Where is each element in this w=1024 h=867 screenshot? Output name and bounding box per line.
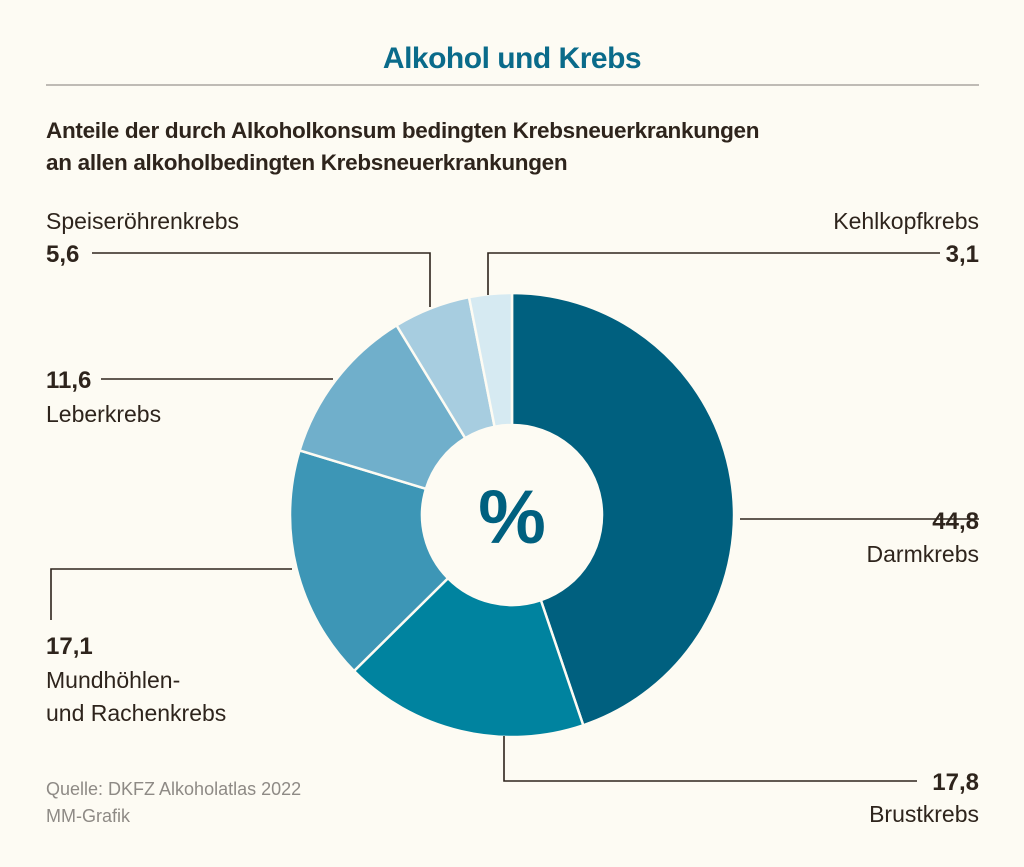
donut-slices (288, 291, 736, 739)
label-mundhoehlen-name-line1: Mundhöhlen- (46, 667, 180, 693)
label-mundhoehlen-name-line2: und Rachenkrebs (46, 700, 226, 726)
chart-title: Alkohol und Krebs (383, 42, 641, 75)
label-speiseroehrenkrebs-value: 5,6 (46, 241, 79, 268)
pie-slice-leberkrebs (298, 324, 467, 491)
leader-line-kehlkopfkrebs (487, 252, 940, 295)
pie-slice-kehlkopfkrebs (467, 291, 514, 428)
label-leberkrebs-name: Leberkrebs (46, 401, 161, 427)
label-speiseroehrenkrebs-name: Speiseröhrenkrebs (46, 208, 239, 234)
chart-subtitle-line2: an allen alkoholbedingten Krebsneuerkran… (46, 150, 567, 175)
label-darmkrebs-name: Darmkrebs (867, 541, 979, 567)
label-leberkrebs-value: 11,6 (46, 367, 91, 394)
label-brustkrebs-name: Brustkrebs (869, 801, 979, 827)
label-kehlkopfkrebs-name: Kehlkopfkrebs (833, 208, 979, 234)
label-brustkrebs-value: 17,8 (932, 769, 979, 796)
chart-subtitle-line1: Anteile der durch Alkoholkonsum bedingte… (46, 118, 759, 143)
center-percent-label: % (478, 475, 546, 560)
pie-slice-darmkrebs (510, 291, 736, 727)
leader-line-speiseroehrenkrebs (92, 252, 431, 307)
pie-slice-brustkrebs (352, 576, 585, 739)
label-mundhoehlen-value: 17,1 (46, 633, 93, 660)
leader-line-brustkrebs (503, 736, 917, 782)
source-line2: MM-Grafik (46, 806, 131, 826)
source-line1: Quelle: DKFZ Alkoholatlas 2022 (46, 779, 301, 799)
leader-line-mundhoehlen (50, 568, 292, 620)
label-kehlkopfkrebs-value: 3,1 (946, 241, 979, 268)
pie-slice-mundhoehlen (288, 449, 450, 673)
leader-lines (50, 252, 979, 782)
label-darmkrebs-value: 44,8 (932, 508, 979, 535)
